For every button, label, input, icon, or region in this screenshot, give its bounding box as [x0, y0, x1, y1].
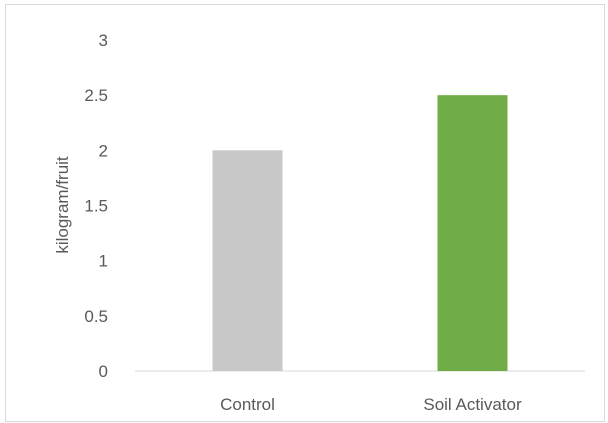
y-axis-ticks: 0 0.5 1 1.5 2 2.5 3	[84, 31, 108, 381]
x-tick-label: Soil Activator	[423, 395, 522, 414]
y-tick-label: 2.5	[84, 86, 108, 105]
bar-control	[212, 150, 283, 371]
x-axis-ticks: Control Soil Activator	[220, 395, 522, 414]
bars	[212, 95, 508, 372]
y-tick-label: 0.5	[84, 307, 108, 326]
y-tick-label: 3	[99, 31, 108, 50]
bar-soil-activator	[437, 95, 508, 372]
y-tick-label: 2	[99, 141, 108, 160]
y-axis-label: kilogram/fruit	[53, 156, 72, 254]
y-tick-label: 1.5	[84, 197, 108, 216]
y-tick-label: 0	[99, 362, 108, 381]
x-tick-label: Control	[220, 395, 275, 414]
y-tick-label: 1	[99, 252, 108, 271]
